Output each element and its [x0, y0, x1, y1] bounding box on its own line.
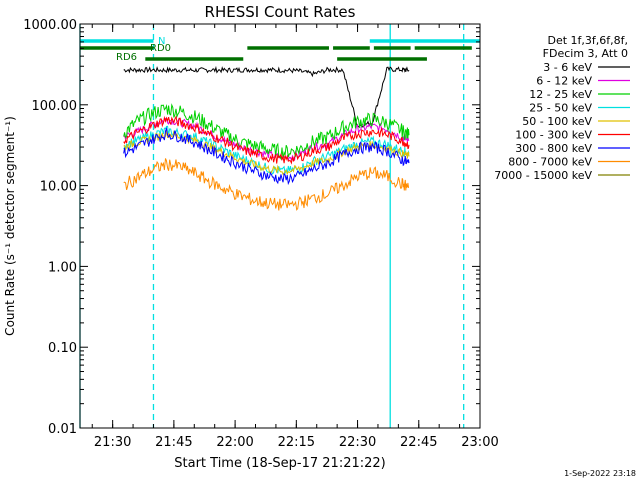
chart-title: RHESSI Count Rates	[205, 3, 356, 21]
legend-label: 3 - 6 keV	[543, 61, 592, 74]
y-tick-label: 0.01	[48, 422, 77, 437]
x-tick-label: 22:15	[278, 435, 315, 450]
flag-label: RD6	[116, 52, 137, 63]
legend-label: 100 - 300 keV	[515, 129, 592, 142]
series-line	[123, 130, 410, 176]
legend-label: 6 - 12 keV	[536, 75, 592, 88]
flag-bars	[80, 39, 480, 61]
y-axis-label: Count Rate (s⁻¹ detector segment⁻¹)	[3, 116, 17, 336]
x-tick-label: 21:45	[155, 435, 192, 450]
series-line	[123, 125, 410, 175]
vertical-markers	[79, 24, 465, 428]
x-tick-label: 21:30	[94, 435, 131, 450]
x-tick-label: 22:45	[400, 435, 437, 450]
series-line	[123, 103, 410, 161]
legend-header: Det 1f,3f,6f,8f,	[547, 34, 628, 47]
y-axis: 0.01 0.10 1.00 10.00 100.00 1000.00	[23, 18, 480, 437]
legend: Det 1f,3f,6f,8f,FDecim 3, Att 03 - 6 keV…	[494, 34, 630, 182]
y-tick-label: 0.10	[48, 341, 77, 356]
x-axis: 21:30 21:45 22:00 22:15 22:30 22:45 23:00	[91, 24, 499, 450]
y-tick-label: 1.00	[48, 260, 77, 275]
timestamp: 1-Sep-2022 23:18	[564, 469, 636, 478]
x-axis-label: Start Time (18-Sep-17 21:21:22)	[174, 456, 385, 471]
series-line	[123, 65, 410, 128]
x-tick-label: 22:30	[339, 435, 376, 450]
series-line	[123, 115, 410, 165]
flag-label: RD0	[150, 43, 171, 54]
series-line	[123, 126, 410, 186]
series-line	[123, 158, 409, 211]
series-lines	[123, 65, 410, 211]
legend-label: 300 - 800 keV	[515, 142, 592, 155]
y-tick-label: 10.00	[40, 180, 77, 195]
legend-header: FDecim 3, Att 0	[543, 47, 628, 60]
legend-label: 7000 - 15000 keV	[494, 169, 592, 182]
plot-frame	[79, 23, 481, 429]
series-line	[123, 117, 410, 163]
legend-label: 12 - 25 keV	[529, 88, 592, 101]
y-tick-label: 1000.00	[23, 18, 77, 33]
x-tick-label: 23:00	[461, 435, 498, 450]
flag-label: N	[158, 36, 165, 47]
legend-label: 800 - 7000 keV	[508, 156, 592, 169]
y-tick-label: 100.00	[32, 99, 78, 114]
legend-label: 50 - 100 keV	[522, 115, 592, 128]
x-tick-label: 22:00	[216, 435, 253, 450]
legend-label: 25 - 50 keV	[529, 102, 592, 115]
